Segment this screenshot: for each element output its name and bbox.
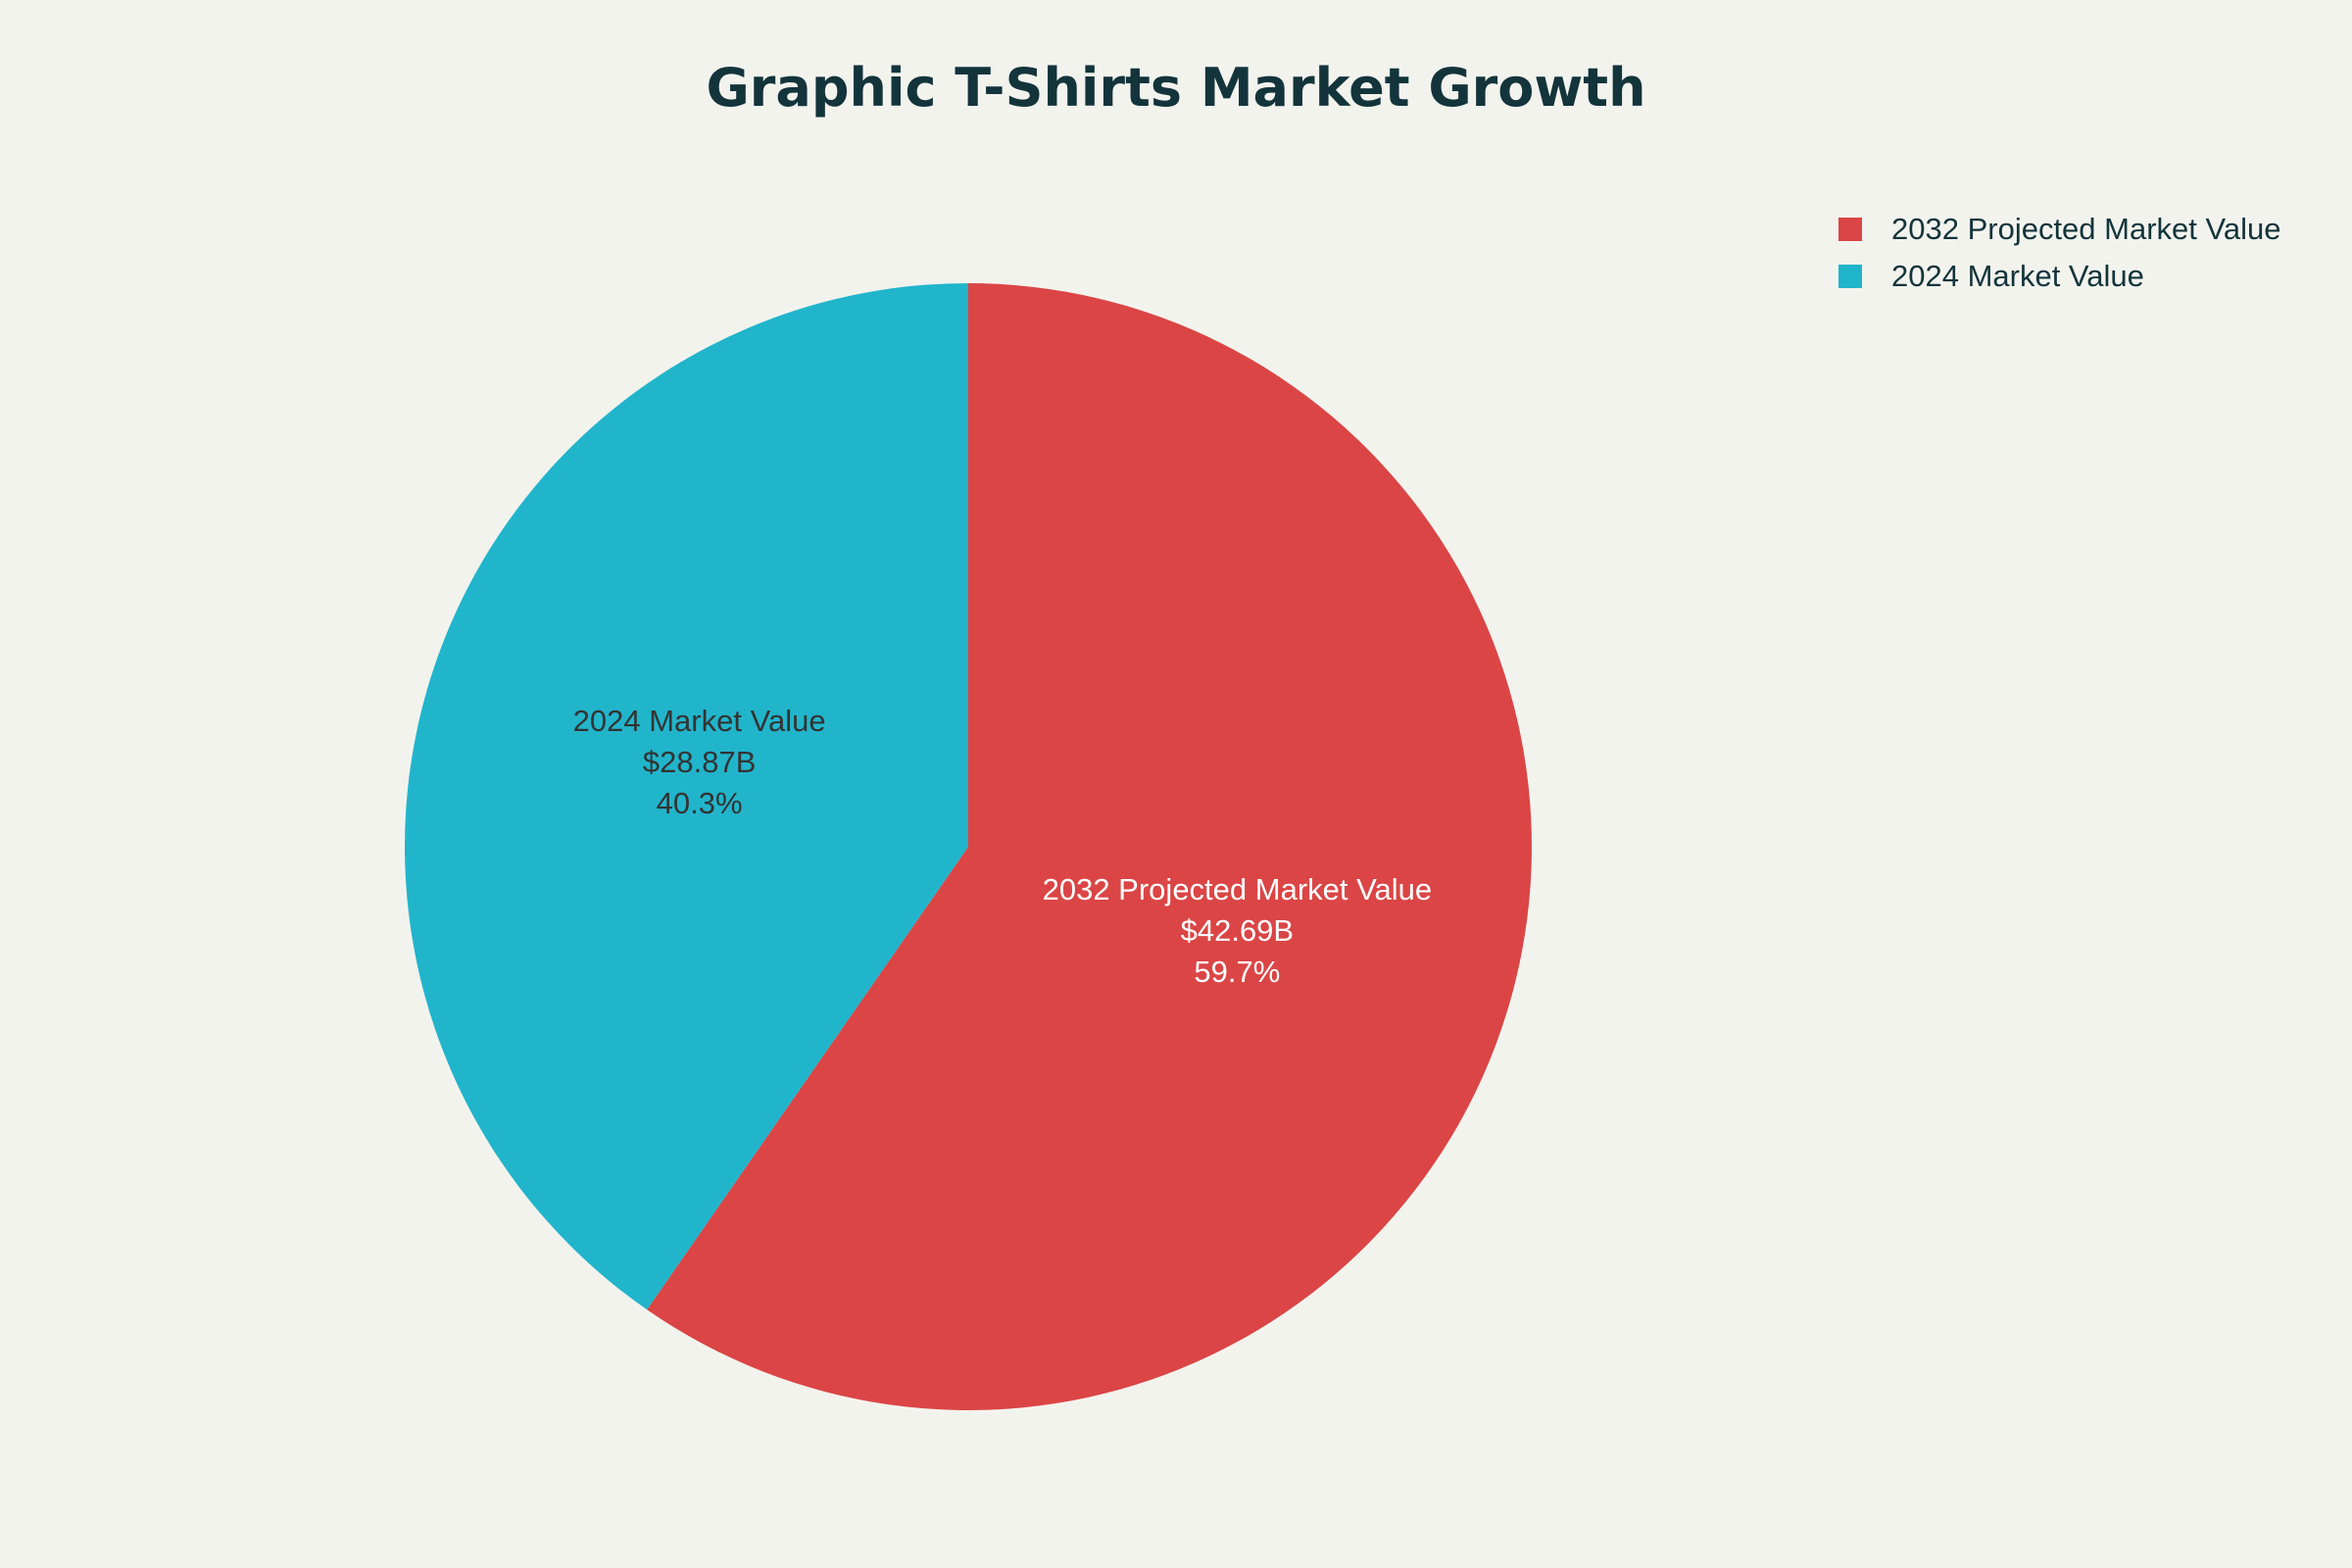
- legend-label: 2032 Projected Market Value: [1891, 212, 2281, 246]
- legend-item-2032-projected-market-value[interactable]: 2032 Projected Market Value: [1838, 212, 2281, 246]
- slice-label-percent-2032-projected-market-value: 59.7%: [1194, 955, 1280, 989]
- pie-slice-2032-projected-market-value: [647, 283, 1532, 1410]
- legend: 2032 Projected Market Value 2024 Market V…: [1838, 212, 2281, 293]
- slice-label-value-2032-projected-market-value: $42.69B: [1181, 913, 1295, 948]
- slice-label-name-2032-projected-market-value: 2032 Projected Market Value: [1043, 872, 1433, 906]
- pie-slices: [404, 283, 1532, 1410]
- chart-title: Graphic T-Shirts Market Growth: [706, 57, 1645, 119]
- legend-swatch: [1838, 265, 1862, 288]
- legend-item-2024-market-value[interactable]: 2024 Market Value: [1838, 259, 2144, 293]
- legend-swatch: [1838, 218, 1862, 241]
- slice-label-name-2024-market-value: 2024 Market Value: [573, 704, 826, 738]
- slice-label-value-2024-market-value: $28.87B: [643, 745, 757, 779]
- pie-slice-2024-market-value: [404, 283, 968, 1310]
- legend-label: 2024 Market Value: [1891, 259, 2144, 293]
- slice-labels: 2032 Projected Market Value $42.69B 59.7% 2…: [573, 704, 1432, 989]
- slice-label-percent-2024-market-value: 40.3%: [657, 786, 743, 820]
